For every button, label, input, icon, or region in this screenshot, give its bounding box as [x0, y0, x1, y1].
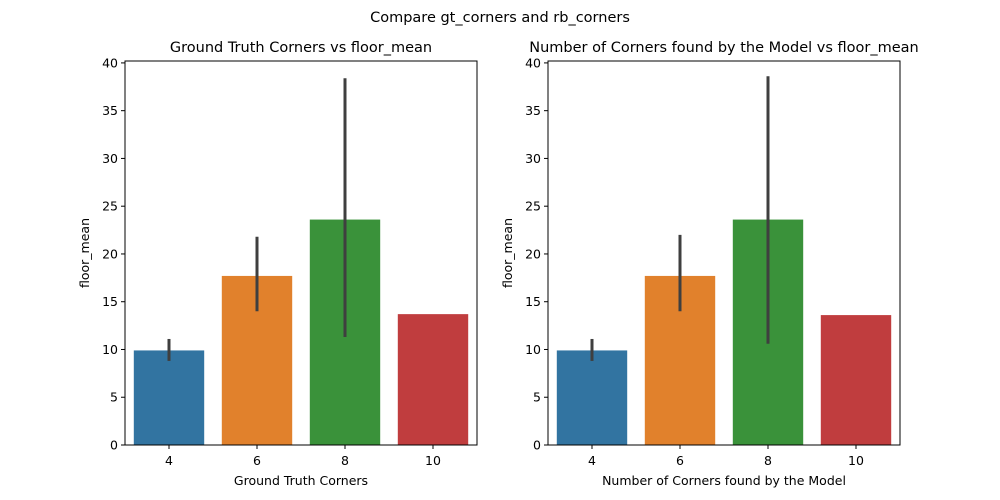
- subplot-title: Ground Truth Corners vs floor_mean: [170, 40, 432, 56]
- y-tick-label: 5: [533, 390, 541, 405]
- y-tick-label: 20: [525, 246, 541, 261]
- y-axis-ticks: 0 5 10 15 20 25 30 35 40: [525, 55, 548, 453]
- y-tick-label: 40: [102, 55, 118, 70]
- bar-group: [556, 219, 892, 445]
- figure-suptitle: Compare gt_corners and rb_corners: [370, 10, 630, 26]
- y-tick-label: 5: [110, 390, 118, 405]
- x-tick-label: 10: [848, 453, 864, 468]
- x-tick-label: 8: [341, 453, 349, 468]
- error-bar-group: [590, 76, 770, 361]
- x-axis-label: Ground Truth Corners: [234, 473, 368, 488]
- y-axis-label: floor_mean: [77, 218, 92, 288]
- y-tick-label: 0: [533, 438, 541, 453]
- y-tick-label: 10: [525, 342, 541, 357]
- y-tick-label: 35: [525, 103, 541, 118]
- y-tick-label: 30: [525, 151, 541, 166]
- y-tick-label: 25: [525, 199, 541, 214]
- x-tick-label: 4: [165, 453, 173, 468]
- y-axis-label: floor_mean: [500, 218, 515, 288]
- x-axis-ticks: 4 6 8 10: [588, 445, 864, 468]
- subplot-ground-truth-corners: Ground Truth Corners vs floor_mean 0 5 10 1…: [77, 40, 478, 488]
- y-tick-label: 30: [102, 151, 118, 166]
- x-tick-label: 4: [588, 453, 596, 468]
- y-tick-label: 40: [525, 55, 541, 70]
- bar-4: [133, 350, 205, 445]
- y-tick-label: 10: [102, 342, 118, 357]
- x-tick-label: 10: [425, 453, 441, 468]
- y-axis-ticks: 0 5 10 15 20 25 30 35 40: [102, 55, 125, 453]
- y-tick-label: 15: [102, 294, 118, 309]
- y-tick-label: 25: [102, 199, 118, 214]
- axes-frame: [547, 60, 901, 446]
- subplot-model-corners: Number of Corners found by the Model vs …: [500, 40, 919, 488]
- subplot-title: Number of Corners found by the Model vs …: [529, 40, 918, 56]
- y-tick-label: 15: [525, 294, 541, 309]
- bar-10: [397, 314, 469, 445]
- x-tick-label: 8: [764, 453, 772, 468]
- error-bar-group: [167, 78, 347, 361]
- x-tick-label: 6: [676, 453, 684, 468]
- x-tick-label: 6: [253, 453, 261, 468]
- y-tick-label: 0: [110, 438, 118, 453]
- x-axis-ticks: 4 6 8 10: [165, 445, 441, 468]
- x-axis-label: Number of Corners found by the Model: [602, 473, 846, 488]
- bar-10: [820, 315, 892, 445]
- y-tick-label: 20: [102, 246, 118, 261]
- bar-4: [556, 350, 628, 445]
- axes-frame: [124, 60, 478, 446]
- bar-group: [133, 219, 469, 445]
- y-tick-label: 35: [102, 103, 118, 118]
